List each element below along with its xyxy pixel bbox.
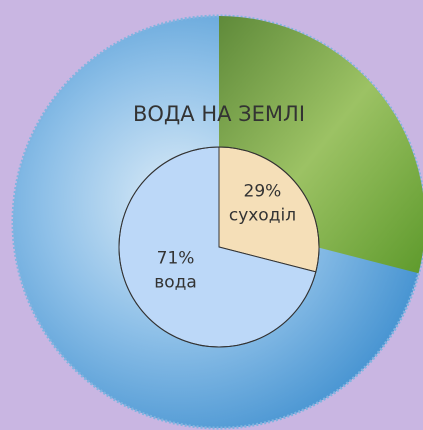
value-label: 29% xyxy=(244,181,282,201)
chart-title: ВОДА НА ЗЕМЛІ xyxy=(133,102,305,126)
category-label: суходіл xyxy=(229,205,296,225)
pie-outline xyxy=(118,146,320,348)
value-label: 71% xyxy=(157,249,195,269)
pie: 29% суходіл 71% вода xyxy=(118,146,320,348)
category-label: вода xyxy=(154,273,197,293)
